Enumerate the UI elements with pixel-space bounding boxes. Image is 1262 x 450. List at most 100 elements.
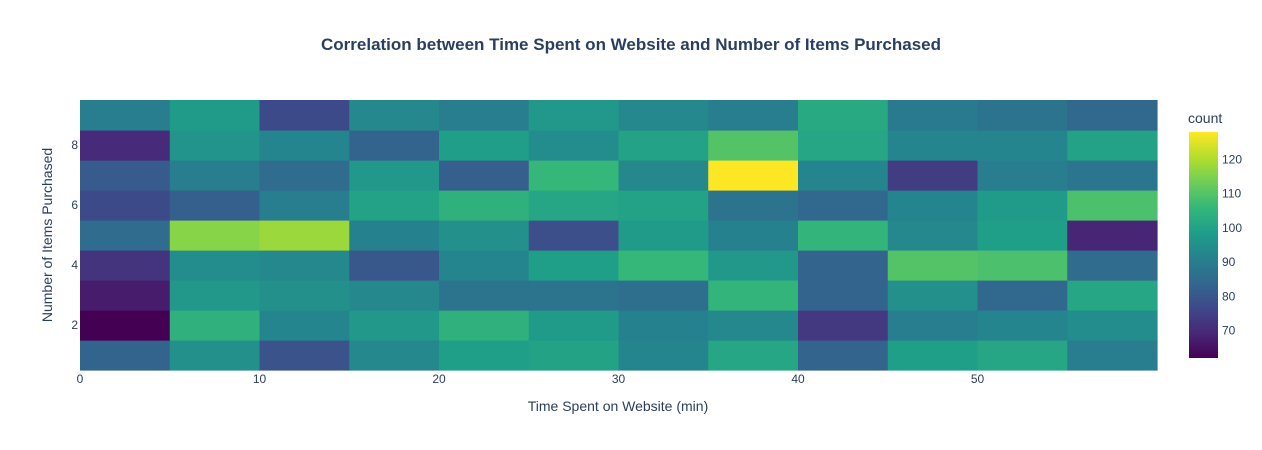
- heatmap-cell: [528, 280, 620, 311]
- heatmap-cell: [618, 280, 709, 311]
- heatmap-cell: [618, 160, 709, 191]
- heatmap-cell: [1067, 280, 1158, 311]
- heatmap-cell: [798, 250, 889, 281]
- x-tick-label: 0: [77, 372, 84, 386]
- colorbar-title: count: [1188, 110, 1222, 126]
- heatmap-cell: [618, 310, 709, 341]
- heatmap-cell: [887, 340, 979, 371]
- y-axis-ticks: 2 4 6 8: [71, 138, 78, 332]
- heatmap-cell: [1067, 340, 1158, 371]
- heatmap-cell: [349, 160, 440, 191]
- x-tick-label: 10: [253, 372, 267, 386]
- heatmap-cell: [1067, 220, 1158, 251]
- heatmap-cell: [169, 130, 261, 161]
- x-tick-label: 20: [432, 372, 446, 386]
- heatmap-cell: [349, 250, 440, 281]
- heatmap-cell: [1067, 190, 1158, 221]
- heatmap-cell: [1067, 100, 1158, 131]
- heatmap-cell: [977, 100, 1068, 131]
- heatmap-cell: [798, 280, 889, 311]
- heatmap-cell: [1067, 160, 1158, 191]
- heatmap-cell: [349, 100, 440, 131]
- heatmap-cell: [887, 250, 979, 281]
- heatmap-cell: [798, 160, 889, 191]
- heatmap-cell: [708, 340, 799, 371]
- heatmap-cell: [259, 310, 350, 341]
- colorbar-tick-label: 100: [1222, 221, 1242, 235]
- heatmap-cell: [887, 280, 979, 311]
- heatmap-cell: [439, 280, 530, 311]
- x-tick-label: 50: [971, 372, 985, 386]
- heatmap-cell: [349, 340, 440, 371]
- heatmap-cell: [798, 190, 889, 221]
- heatmap-cell: [708, 160, 799, 191]
- heatmap-cell: [439, 190, 530, 221]
- heatmap-cell: [528, 340, 620, 371]
- heatmap-cell: [528, 220, 620, 251]
- heatmap-cell: [169, 250, 261, 281]
- heatmap-cell: [80, 100, 171, 131]
- heatmap-cell: [169, 160, 261, 191]
- heatmap-cell: [708, 130, 799, 161]
- heatmap-cell: [259, 100, 350, 131]
- heatmap-cell: [798, 130, 889, 161]
- colorbar-tick-label: 110: [1222, 187, 1241, 201]
- x-axis-title: Time Spent on Website (min): [528, 398, 709, 414]
- heatmap-cell: [798, 100, 889, 131]
- heatmap-cell: [618, 250, 709, 281]
- heatmap-cell: [259, 190, 350, 221]
- heatmap-cells: [80, 100, 1158, 371]
- heatmap-cell: [1067, 250, 1158, 281]
- heatmap-cell: [528, 310, 620, 341]
- heatmap-cell: [80, 340, 171, 371]
- heatmap-cell: [1067, 310, 1158, 341]
- heatmap-cell: [977, 160, 1068, 191]
- heatmap-cell: [887, 220, 979, 251]
- y-axis-title: Number of Items Purchased: [39, 148, 55, 322]
- heatmap-cell: [618, 190, 709, 221]
- heatmap-cell: [259, 220, 350, 251]
- heatmap-cell: [80, 190, 171, 221]
- heatmap-cell: [798, 340, 889, 371]
- y-tick-label: 8: [71, 138, 78, 152]
- heatmap-cell: [439, 160, 530, 191]
- heatmap-cell: [618, 130, 709, 161]
- heatmap-cell: [169, 220, 261, 251]
- colorbar-tick-label: 70: [1222, 324, 1236, 338]
- heatmap-cell: [169, 310, 261, 341]
- heatmap-cell: [439, 250, 530, 281]
- heatmap-cell: [439, 310, 530, 341]
- heatmap-cell: [977, 190, 1068, 221]
- y-tick-label: 4: [71, 258, 78, 272]
- heatmap-cell: [259, 280, 350, 311]
- heatmap-cell: [528, 250, 620, 281]
- heatmap-cell: [349, 190, 440, 221]
- chart-title: Correlation between Time Spent on Websit…: [321, 35, 941, 54]
- heatmap-cell: [887, 130, 979, 161]
- heatmap-cell: [528, 100, 620, 131]
- heatmap-cell: [349, 220, 440, 251]
- heatmap-cell: [80, 310, 171, 341]
- heatmap-cell: [708, 190, 799, 221]
- heatmap-cell: [1067, 130, 1158, 161]
- heatmap-cell: [977, 220, 1068, 251]
- heatmap-cell: [528, 160, 620, 191]
- heatmap-cell: [977, 340, 1068, 371]
- heatmap-cell: [798, 310, 889, 341]
- heatmap-cell: [80, 250, 171, 281]
- heatmap-cell: [169, 190, 261, 221]
- heatmap-cell: [618, 220, 709, 251]
- x-axis-ticks: 0 10 20 30 40 50: [77, 372, 985, 386]
- heatmap-cell: [439, 220, 530, 251]
- heatmap-cell: [259, 160, 350, 191]
- heatmap-cell: [349, 130, 440, 161]
- heatmap-cell: [618, 100, 709, 131]
- heatmap-cell: [708, 280, 799, 311]
- heatmap-cell: [349, 280, 440, 311]
- heatmap-cell: [439, 130, 530, 161]
- y-tick-label: 6: [71, 198, 78, 212]
- heatmap-cell: [977, 130, 1068, 161]
- heatmap-cell: [80, 280, 171, 311]
- heatmap-cell: [259, 340, 350, 371]
